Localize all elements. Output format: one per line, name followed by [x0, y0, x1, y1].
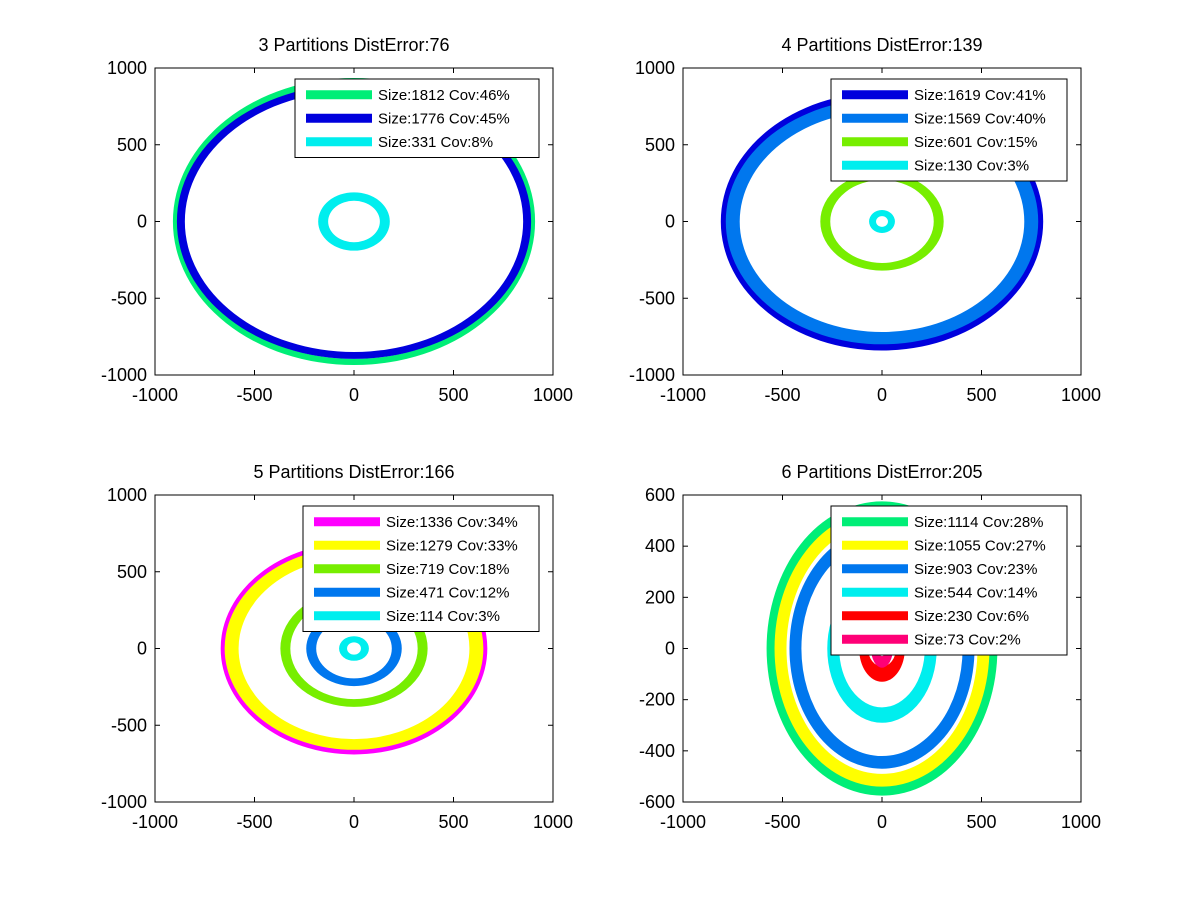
legend-entry: Size:1279 Cov:33% — [386, 537, 518, 554]
x-tick-label: -1000 — [132, 812, 178, 832]
chart-title: 4 Partitions DistError:139 — [781, 35, 982, 55]
legend-entry: Size:331 Cov:8% — [378, 134, 493, 151]
chart-title: 5 Partitions DistError:166 — [253, 462, 454, 482]
y-tick-label: 1000 — [635, 58, 675, 78]
y-tick-label: -600 — [639, 792, 675, 812]
legend-entry: Size:73 Cov:2% — [914, 631, 1021, 648]
legend-entry: Size:471 Cov:12% — [386, 584, 509, 601]
x-tick-label: 500 — [438, 385, 468, 405]
y-tick-label: 500 — [117, 562, 147, 582]
x-tick-label: 1000 — [1061, 385, 1101, 405]
x-tick-label: 500 — [966, 385, 996, 405]
legend-entry: Size:230 Cov:6% — [914, 608, 1029, 625]
x-tick-label: 1000 — [533, 385, 573, 405]
legend-entry: Size:1114 Cov:28% — [914, 514, 1044, 531]
legend: Size:1619 Cov:41% Size:1569 Cov:40% Size:6… — [830, 78, 1068, 182]
series-ring-4 — [869, 209, 895, 234]
series-ring-5 — [339, 636, 369, 661]
x-tick-label: -1000 — [660, 812, 706, 832]
x-tick-label: -500 — [236, 812, 272, 832]
legend-entry: Size:1619 Cov:41% — [914, 87, 1046, 104]
y-tick-label: 0 — [137, 639, 147, 659]
y-tick-label: 400 — [645, 536, 675, 556]
y-tick-label: -1000 — [101, 792, 147, 812]
legend-entry: Size:1055 Cov:27% — [914, 537, 1046, 554]
x-tick-label: 500 — [966, 812, 996, 832]
legend-entry: Size:719 Cov:18% — [386, 561, 509, 578]
subplot-1: -1000 -500 0 500 1000 1000 500 0 -500 -1000 3 Part… — [101, 35, 573, 405]
y-tick-label: -1000 — [101, 365, 147, 385]
legend: Size:1336 Cov:34% Size:1279 Cov:33% Size:7… — [302, 505, 540, 632]
y-tick-label: 0 — [665, 639, 675, 659]
subplot-2: -1000 -500 0 500 1000 1000 500 0 -500 -1000 4 Part… — [629, 35, 1101, 405]
data-layer — [720, 92, 1044, 351]
y-tick-label: 200 — [645, 587, 675, 607]
y-tick-label: 600 — [645, 485, 675, 505]
legend-entry: Size:601 Cov:15% — [914, 134, 1037, 151]
legend-box — [830, 505, 1068, 656]
legend-entry: Size:1776 Cov:45% — [378, 110, 510, 127]
x-tick-label: 1000 — [1061, 812, 1101, 832]
legend-entry: Size:903 Cov:23% — [914, 561, 1037, 578]
x-tick-label: 0 — [349, 812, 359, 832]
subplot-3: -1000 -500 0 500 1000 1000 500 0 -500 -1000 5 Part… — [101, 462, 573, 832]
y-tick-label: 1000 — [107, 58, 147, 78]
x-tick-label: -1000 — [660, 385, 706, 405]
y-tick-label: -500 — [111, 715, 147, 735]
y-tick-label: 0 — [137, 212, 147, 232]
y-tick-label: 500 — [645, 135, 675, 155]
legend-entry: Size:544 Cov:14% — [914, 584, 1037, 601]
legend-entry: Size:114 Cov:3% — [386, 608, 500, 625]
legend-entry: Size:1812 Cov:46% — [378, 87, 510, 104]
x-tick-label: -500 — [236, 385, 272, 405]
y-tick-label: -500 — [111, 288, 147, 308]
y-tick-label: 0 — [665, 212, 675, 232]
x-tick-label: -500 — [764, 385, 800, 405]
y-tick-label: 500 — [117, 135, 147, 155]
x-tick-label: -1000 — [132, 385, 178, 405]
legend-entry: Size:1336 Cov:34% — [386, 514, 518, 531]
legend-entry: Size:1569 Cov:40% — [914, 110, 1046, 127]
chart-title: 3 Partitions DistError:76 — [258, 35, 449, 55]
y-tick-label: -400 — [639, 741, 675, 761]
legend-entry: Size:130 Cov:3% — [914, 157, 1029, 174]
data-layer — [220, 542, 488, 755]
y-tick-label: 1000 — [107, 485, 147, 505]
x-tick-label: 1000 — [533, 812, 573, 832]
x-tick-label: 0 — [877, 385, 887, 405]
x-tick-label: -500 — [764, 812, 800, 832]
y-tick-label: -1000 — [629, 365, 675, 385]
x-tick-label: 0 — [349, 385, 359, 405]
x-tick-label: 500 — [438, 812, 468, 832]
y-tick-label: -200 — [639, 690, 675, 710]
x-tick-label: 0 — [877, 812, 887, 832]
legend: Size:1812 Cov:46% Size:1776 Cov:45% Size:3… — [294, 78, 540, 158]
y-tick-label: -500 — [639, 288, 675, 308]
legend: Size:1114 Cov:28% Size:1055 Cov:27% Size:9… — [830, 505, 1068, 656]
subplot-4: -1000 -500 0 500 1000 600 400 200 0 -200 -400 -600 6… — [639, 462, 1101, 832]
data-layer — [172, 77, 536, 366]
chart-title: 6 Partitions DistError:205 — [781, 462, 982, 482]
